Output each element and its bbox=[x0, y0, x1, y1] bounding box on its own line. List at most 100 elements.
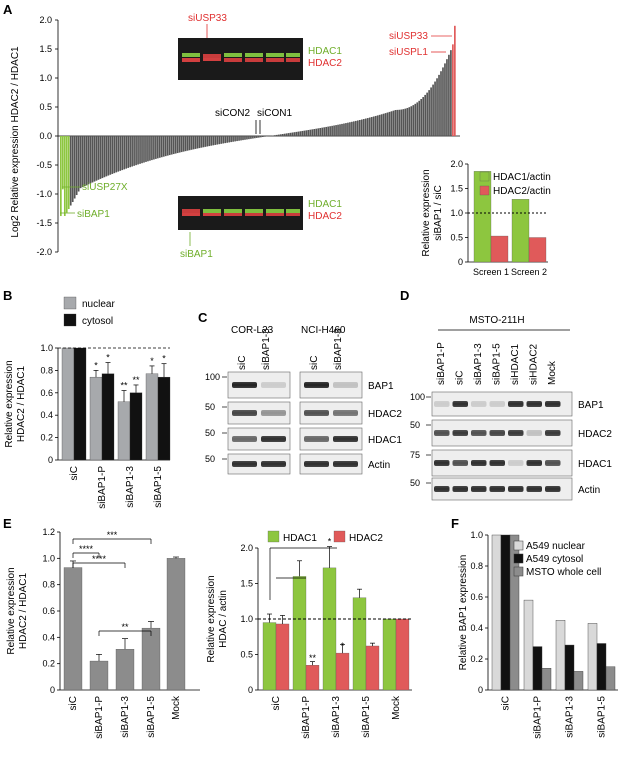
f-legend-label: A549 nuclear bbox=[526, 541, 586, 552]
screen-bar bbox=[276, 135, 278, 136]
c-band bbox=[232, 382, 257, 388]
b-legend-label: cytosol bbox=[82, 316, 113, 327]
el-tick-label: 0.8 bbox=[42, 580, 55, 590]
f-legend-swatch bbox=[514, 567, 523, 576]
screen-bar bbox=[317, 128, 319, 136]
screen-bar bbox=[302, 131, 304, 136]
screen-bar bbox=[159, 136, 161, 158]
screen-bar bbox=[399, 110, 401, 136]
f-bar bbox=[597, 644, 606, 691]
screen-bar bbox=[72, 136, 74, 202]
d-band bbox=[434, 460, 450, 466]
panel-a-tick-label: -1.5 bbox=[36, 218, 52, 228]
screen-bar bbox=[416, 102, 418, 136]
el-category-label: siBAP1-P bbox=[94, 696, 105, 739]
d-band bbox=[527, 430, 543, 436]
panel-a-tick-label: -1.0 bbox=[36, 189, 52, 199]
d-band bbox=[545, 430, 561, 436]
screen-bar bbox=[169, 136, 171, 155]
b-ylabel: Relative expression bbox=[4, 360, 15, 447]
inset-tick-label: 0 bbox=[458, 257, 463, 267]
er-significance: * bbox=[341, 641, 345, 651]
d-band bbox=[490, 486, 506, 492]
screen-bar bbox=[197, 136, 199, 149]
screen-bar bbox=[240, 136, 242, 140]
er-tick-label: 0.5 bbox=[240, 650, 253, 660]
el-tick-label: 0 bbox=[50, 685, 55, 695]
f-category-label: siBAP1-3 bbox=[565, 696, 576, 738]
screen-bar bbox=[210, 136, 212, 146]
c-band-label: HDAC2 bbox=[368, 409, 402, 420]
blot-inset-top bbox=[178, 38, 303, 80]
screen-bar bbox=[191, 136, 193, 150]
inset-bar bbox=[491, 236, 508, 262]
screen-bar bbox=[401, 110, 403, 136]
b-ylabel: HDAC2 / HDAC1 bbox=[16, 366, 27, 443]
c-mw-label: 50 bbox=[205, 454, 215, 464]
screen-bar bbox=[143, 136, 145, 163]
el-bar bbox=[90, 661, 108, 690]
screen-bar bbox=[88, 136, 90, 184]
screen-bar bbox=[111, 136, 113, 174]
c-band bbox=[304, 461, 329, 467]
er-ylabel: HDAC / actin bbox=[218, 590, 229, 648]
label-siusp33-blot: siUSP33 bbox=[188, 13, 227, 24]
el-bar bbox=[167, 558, 185, 690]
screen-bar bbox=[139, 136, 141, 164]
screen-bar bbox=[377, 115, 379, 136]
screen-bar bbox=[438, 75, 440, 136]
screen-bar bbox=[424, 95, 426, 136]
screen-bar bbox=[371, 117, 373, 136]
b-tick-label: 0.6 bbox=[40, 388, 53, 398]
b-bar bbox=[62, 348, 74, 460]
panel-a-tick-label: 1.0 bbox=[39, 73, 52, 83]
d-band bbox=[434, 401, 450, 407]
c-mw-label: 100 bbox=[205, 372, 220, 382]
screen-bar bbox=[345, 123, 347, 136]
screen-bar bbox=[418, 101, 420, 136]
screen-bar bbox=[98, 136, 100, 180]
screen-bar bbox=[410, 106, 412, 136]
inset-tick-label: 1.0 bbox=[450, 208, 463, 218]
inset-ylabel: siBAP1 / siC bbox=[433, 185, 444, 241]
f-legend-label: A549 cytosol bbox=[526, 554, 583, 565]
panel-a-tick-label: -2.0 bbox=[36, 247, 52, 257]
screen-bar bbox=[242, 136, 244, 140]
d-band bbox=[508, 401, 524, 407]
d-band bbox=[508, 430, 524, 436]
f-bar bbox=[556, 620, 565, 690]
screen-bar bbox=[363, 119, 365, 136]
inset-bar bbox=[474, 171, 491, 262]
panel-letter-f: F bbox=[451, 516, 459, 531]
f-tick-label: 0.8 bbox=[470, 561, 483, 571]
screen-bar bbox=[141, 136, 143, 163]
c-band bbox=[304, 410, 329, 416]
screen-bar bbox=[426, 93, 428, 136]
screen-bar bbox=[258, 136, 260, 138]
b-bar bbox=[74, 348, 86, 460]
screen-bar bbox=[349, 122, 351, 136]
screen-bar bbox=[60, 136, 62, 216]
screen-bar bbox=[145, 136, 147, 162]
c-band bbox=[232, 410, 257, 416]
b-bar bbox=[146, 374, 158, 460]
c-mw-label: 50 bbox=[205, 402, 215, 412]
el-significance: *** bbox=[107, 530, 118, 540]
panel-a-tick-label: 0.0 bbox=[39, 131, 52, 141]
d-band bbox=[490, 401, 506, 407]
screen-bar bbox=[357, 120, 359, 136]
screen-bar bbox=[329, 126, 331, 136]
screen-bar bbox=[226, 136, 228, 143]
screen-bar bbox=[137, 136, 139, 164]
panel-a-tick-label: 2.0 bbox=[39, 15, 52, 25]
b-significance: * bbox=[106, 353, 110, 363]
er-category-label: siBAP1-3 bbox=[331, 696, 342, 738]
er-tick-label: 2.0 bbox=[240, 543, 253, 553]
d-band bbox=[434, 486, 450, 492]
el-tick-label: 0.2 bbox=[42, 659, 55, 669]
label-hdac2-bottom: HDAC2 bbox=[308, 211, 342, 222]
el-ylabel: Relative expression bbox=[6, 567, 17, 654]
d-band bbox=[545, 460, 561, 466]
